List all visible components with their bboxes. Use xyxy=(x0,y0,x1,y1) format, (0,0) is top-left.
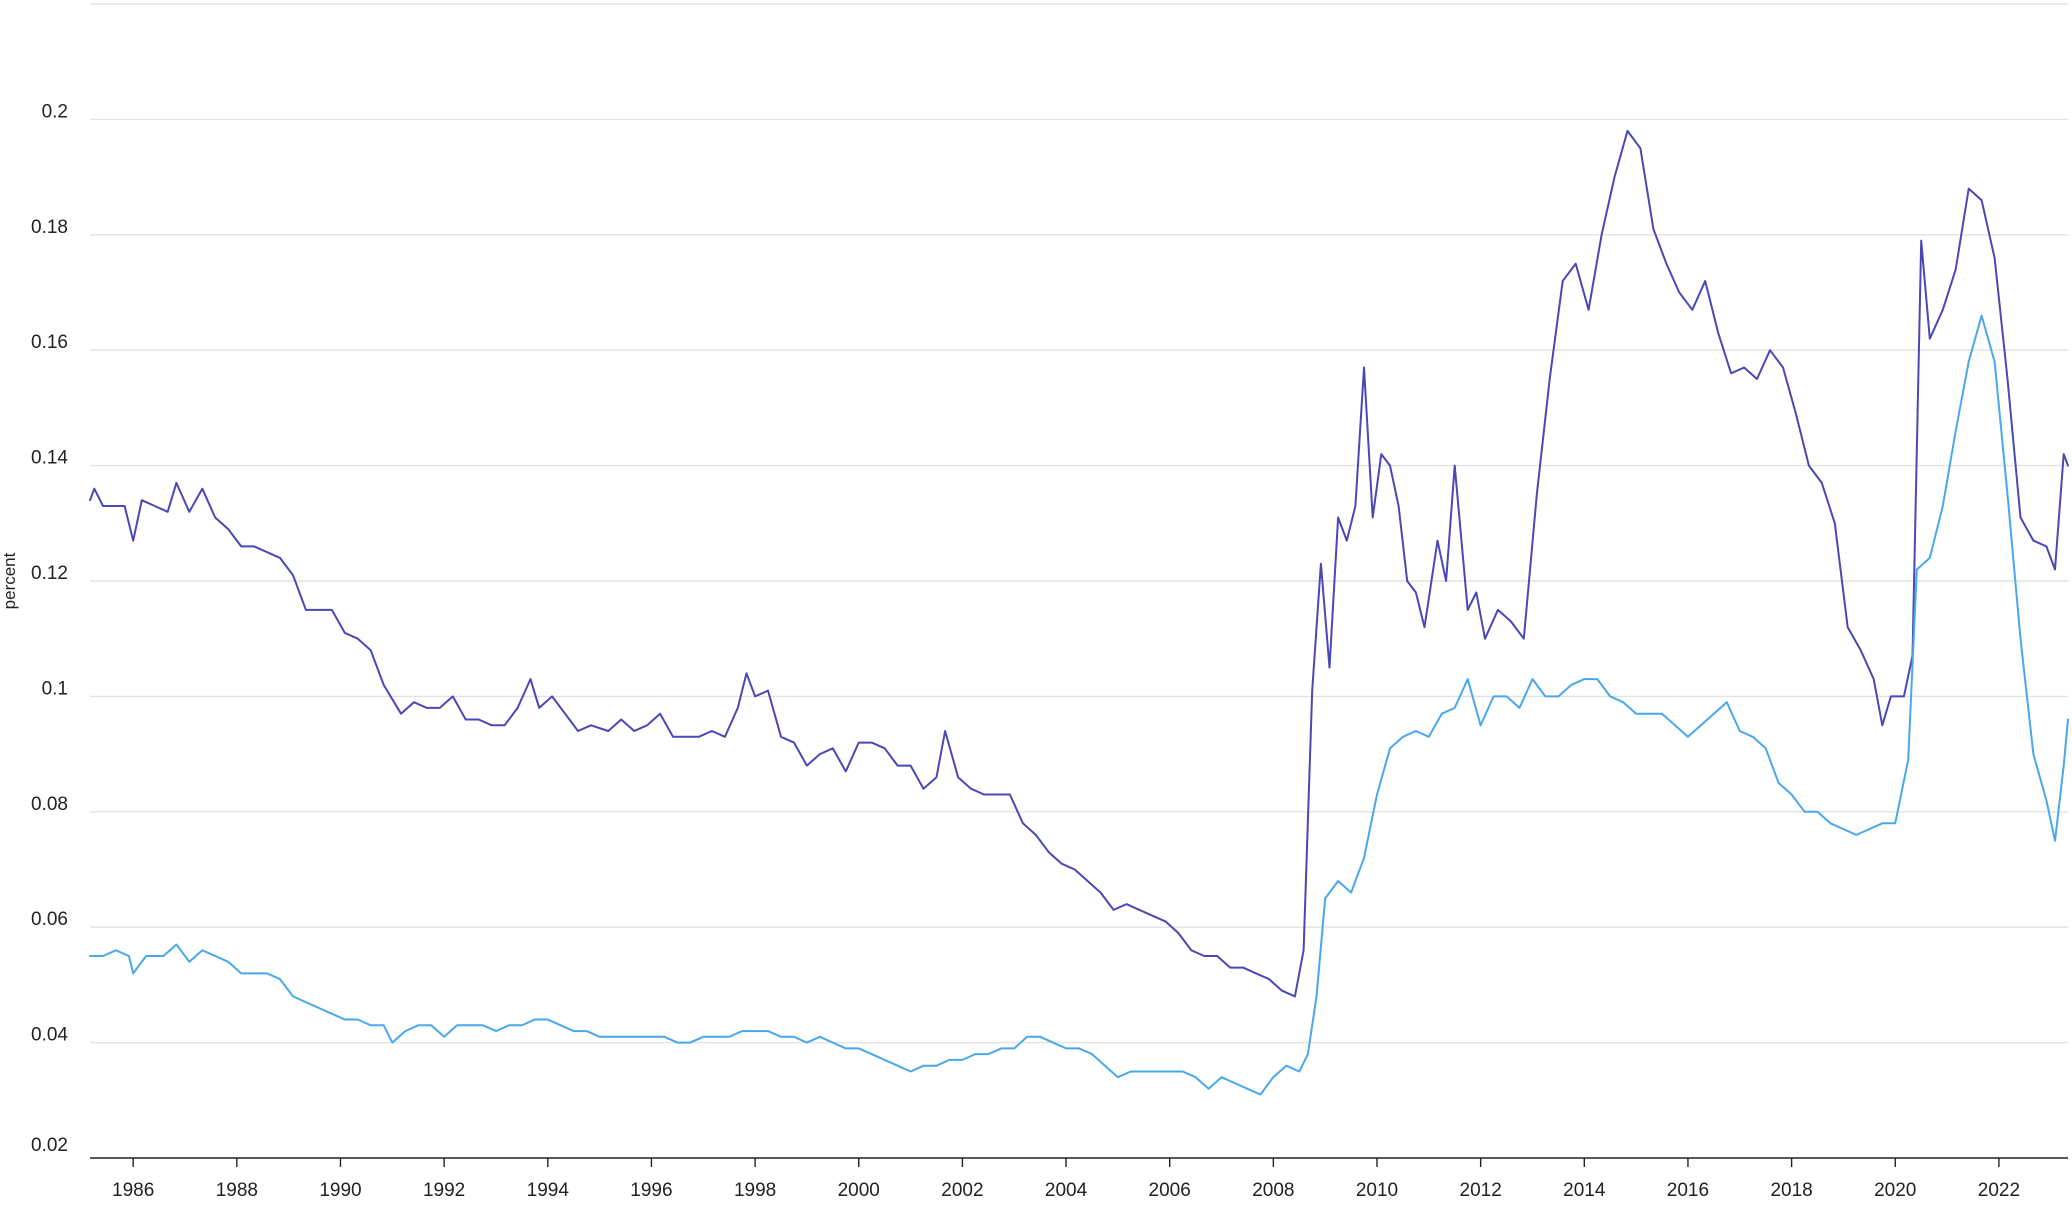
x-tick-label: 1986 xyxy=(112,1180,154,1201)
y-tick-label: 0.18 xyxy=(31,217,68,238)
series-line-dark xyxy=(89,129,2069,998)
y-tick-label: 0.2 xyxy=(42,101,68,122)
y-tick-labels: 0.02 0.04 0.06 0.08 0.1 0.12 0.14 0.16 0.18 0.2 xyxy=(31,101,68,1156)
gridlines xyxy=(90,3,2068,1044)
y-tick-label: 0.04 xyxy=(31,1025,68,1046)
y-tick-label: 0.08 xyxy=(31,794,68,815)
x-tick-label: 2004 xyxy=(1045,1180,1088,1201)
x-tick-label: 1998 xyxy=(734,1180,776,1201)
x-tick-label: 2014 xyxy=(1563,1180,1606,1201)
y-tick-label: 0.16 xyxy=(31,332,68,353)
y-tick-label: 0.06 xyxy=(31,909,68,930)
x-tick-label: 2016 xyxy=(1667,1180,1709,1201)
x-tick-label: 1990 xyxy=(319,1180,361,1201)
x-tick-label: 2022 xyxy=(1978,1180,2020,1201)
x-tick-label: 2008 xyxy=(1252,1180,1294,1201)
x-tick-label: 2018 xyxy=(1770,1180,1812,1201)
y-tick-label: 0.02 xyxy=(31,1135,68,1156)
x-tick-label: 2012 xyxy=(1460,1180,1502,1201)
y-tick-label: 0.1 xyxy=(42,678,68,699)
x-axis: 1986 1988 1990 1992 1994 1996 1998 2000 2002 2004… xyxy=(90,1157,2068,1201)
series-line-light xyxy=(89,314,2069,1096)
x-tick-label: 2002 xyxy=(941,1180,983,1201)
x-tick-label: 2000 xyxy=(838,1180,880,1201)
x-tick-label: 2010 xyxy=(1356,1180,1398,1201)
x-tick-label: 2006 xyxy=(1149,1180,1191,1201)
x-tick-label: 1996 xyxy=(630,1180,672,1201)
series-lines xyxy=(89,129,2069,1096)
y-tick-label: 0.14 xyxy=(31,448,68,469)
y-tick-label: 0.12 xyxy=(31,563,68,584)
y-axis-label: percent xyxy=(0,552,19,609)
x-tick-label: 1988 xyxy=(216,1180,258,1201)
x-tick-label: 1994 xyxy=(527,1180,570,1201)
x-tick-label: 1992 xyxy=(423,1180,465,1201)
x-tick-label: 2020 xyxy=(1874,1180,1916,1201)
